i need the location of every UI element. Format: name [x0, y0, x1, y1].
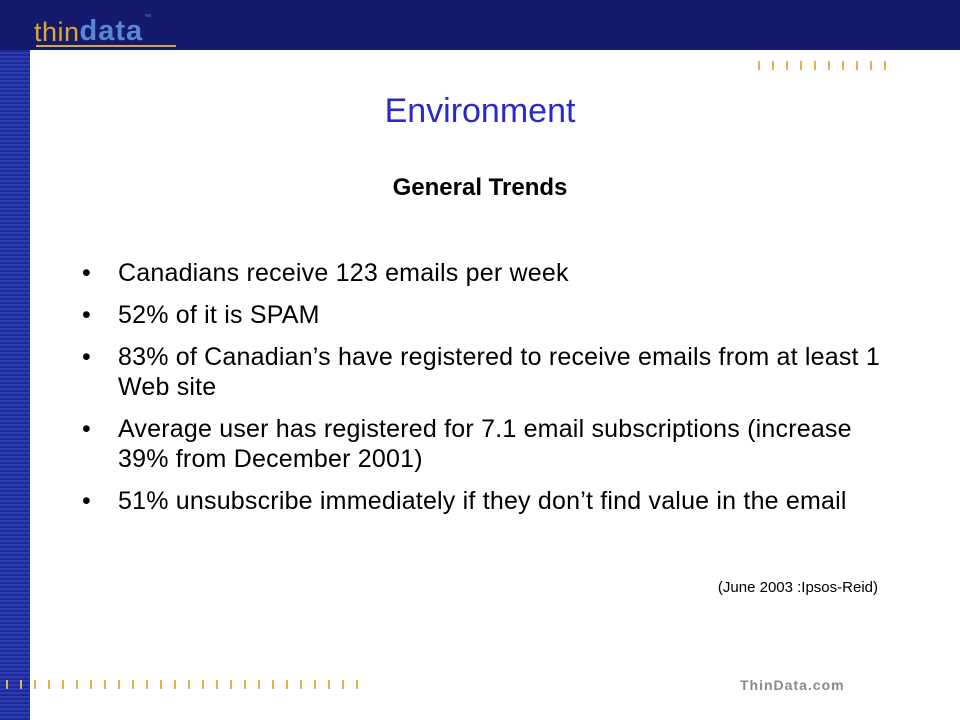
top-tick-marks	[758, 61, 898, 70]
bullet-text: 51% unsubscribe immediately if they don’…	[118, 487, 847, 515]
source-citation: (June 2003 :Ipsos-Reid)	[717, 579, 878, 596]
bullet-text: 52% of it is SPAM	[118, 301, 320, 329]
bullet-marker: •	[82, 301, 91, 329]
logo-data-text: data	[79, 15, 144, 47]
logo-thin-text: thin	[34, 17, 80, 47]
bullet-marker: •	[82, 415, 91, 443]
thindata-logo: thin data ™	[34, 12, 151, 46]
footer-site-name: ThinData.com	[740, 677, 845, 693]
bullet-item: • 83% of Canadian’s have registered to r…	[82, 342, 882, 402]
bullet-list: • Canadians receive 123 emails per week …	[82, 258, 882, 528]
logo-trademark: ™	[144, 14, 152, 21]
bullet-text: Canadians receive 123 emails per week	[118, 259, 569, 287]
bottom-tick-marks	[6, 680, 370, 689]
logo-underline	[36, 45, 176, 47]
bullet-marker: •	[82, 259, 91, 287]
bullet-item: • 52% of it is SPAM	[82, 300, 882, 330]
header-bar	[0, 0, 960, 50]
bullet-text: Average user has registered for 7.1 emai…	[118, 415, 852, 473]
bullet-item: • 51% unsubscribe immediately if they do…	[82, 486, 882, 516]
bullet-item: • Canadians receive 123 emails per week	[82, 258, 882, 288]
bullet-marker: •	[82, 343, 91, 371]
bullet-item: • Average user has registered for 7.1 em…	[82, 414, 882, 474]
left-decorative-bar	[0, 50, 30, 720]
bullet-text: 83% of Canadian’s have registered to rec…	[118, 343, 880, 401]
slide-title: Environment	[384, 92, 576, 130]
slide-subtitle: General Trends	[392, 174, 568, 201]
bullet-marker: •	[82, 487, 91, 515]
